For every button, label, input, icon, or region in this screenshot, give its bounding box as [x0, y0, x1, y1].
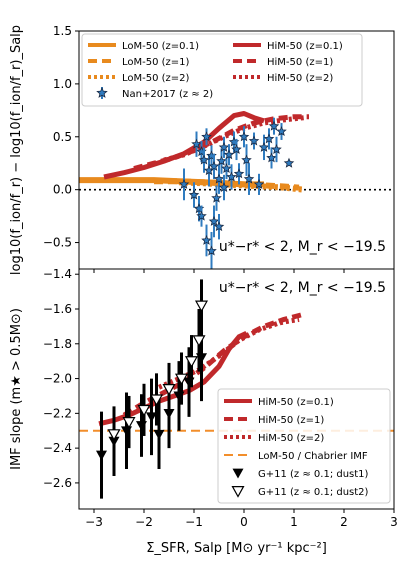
legend-box: [217, 388, 391, 504]
series-line-2: [178, 179, 305, 193]
y-axis-label: log10(f_ion/f_r) − log10(f_ion/f_r)_Salp: [9, 25, 24, 275]
data-point-open-triangle: [137, 404, 151, 417]
x-axis-label: Σ_SFR, Salp [M⊙ yr⁻¹ kpc⁻²]: [146, 541, 327, 556]
data-point-star: [263, 133, 275, 144]
data-point-star: [268, 120, 280, 131]
x-tick-label: 3: [390, 515, 398, 529]
x-tick-label: 1: [290, 515, 298, 529]
data-point-star: [201, 131, 212, 142]
legend-label: HiM-50 (z=0.1): [258, 397, 334, 408]
data-point-star: [253, 178, 265, 189]
data-point-star: [208, 215, 220, 226]
data-point-open-triangle: [122, 417, 136, 429]
legend-label: LoM-50 / Chabrier IMF: [258, 451, 368, 462]
legend-label: Nan+2017 (z ≈ 2): [122, 89, 213, 100]
y-tick-label: −2.4: [43, 441, 72, 455]
data-point-open-triangle: [149, 394, 164, 407]
data-point-star: [221, 162, 232, 173]
data-point-star: [191, 138, 202, 149]
legend-swatch: [232, 468, 244, 479]
series-line-0: [79, 177, 264, 188]
data-point-star: [218, 182, 230, 193]
data-point-star: [196, 210, 207, 221]
data-point-star: [238, 131, 250, 142]
data-point-star: [201, 234, 212, 245]
data-point-star: [216, 155, 227, 166]
y-tick-label: −2.6: [43, 476, 72, 490]
data-point-star: [241, 154, 252, 165]
data-point-star: [231, 143, 242, 154]
data-point-star: [276, 125, 287, 136]
y-tick-label: −1.8: [43, 337, 72, 351]
data-point-triangle: [96, 450, 107, 461]
y-tick-label: 1.0: [53, 77, 72, 91]
x-tick-label: −1: [185, 515, 203, 529]
data-point-star: [226, 171, 237, 182]
y-tick-label: −1.4: [43, 267, 72, 281]
legend-label: LoM-50 (z=1): [122, 57, 190, 68]
legend-label: HiM-50 (z=1): [258, 415, 324, 426]
data-point-star: [218, 141, 230, 152]
legend-label: G+11 (z ≈ 0.1; dust2): [258, 487, 369, 498]
plot-area: [79, 111, 394, 269]
x-tick-label: 2: [340, 515, 348, 529]
data-point-open-triangle: [107, 429, 121, 441]
data-point-triangle: [146, 412, 157, 423]
data-point-star: [211, 192, 222, 203]
legend-label: HiM-50 (z=2): [258, 433, 324, 444]
y-tick-label: 0.5: [53, 130, 72, 144]
legend-label: HiM-50 (z=1): [267, 57, 333, 68]
data-point-star: [283, 157, 295, 168]
y-tick-label: 0.0: [53, 183, 72, 197]
data-point-star: [258, 141, 270, 152]
data-point-triangle: [153, 429, 165, 440]
data-point-star: [266, 152, 277, 163]
bottom-panel: −2.6 −2.4 −2.2 −2.0 −1.8 −1.6 −1.4 −3 −2 −1 0 1 2 3 IM…: [9, 267, 398, 556]
axes-frame: [78, 268, 395, 510]
data-point-open-triangle: [184, 356, 199, 368]
data-point-star: [206, 245, 217, 256]
legend-swatch: [96, 86, 108, 98]
data-point-star: [248, 135, 260, 146]
legend-box: [81, 33, 363, 107]
x-tick-label: −3: [85, 515, 103, 529]
y-tick-label: 1.5: [53, 24, 72, 38]
selection-annotation: u*−r* < 2, M_r < −19.5: [219, 239, 386, 255]
legend-label: G+11 (z ≈ 0.1; dust1): [258, 469, 369, 480]
data-point-star: [243, 173, 255, 184]
data-point-open-triangle: [194, 300, 209, 313]
selection-annotation: u*−r* < 2, M_r < −19.5: [219, 280, 386, 296]
legend-swatch: [231, 486, 245, 498]
data-point-star: [198, 154, 210, 165]
y-tick-label: −0.5: [43, 236, 72, 250]
data-point-star: [188, 189, 200, 200]
y-tick-label: −1.6: [43, 302, 72, 316]
data-point-open-triangle: [174, 373, 189, 386]
y-tick-label: −2.2: [43, 406, 72, 420]
legend-label: HiM-50 (z=2): [267, 73, 333, 84]
data-point-star: [271, 143, 282, 154]
legend-label: LoM-50 (z=0.1): [122, 41, 199, 52]
legend-label: HiM-50 (z=0.1): [267, 41, 343, 52]
data-point-star: [213, 221, 225, 232]
legend: HiM-50 (z=0.1) HiM-50 (z=1) HiM-50 (z=2) Lo…: [217, 388, 391, 504]
data-point-star: [213, 173, 225, 184]
data-point-star: [178, 178, 190, 189]
y-tick-label: −2.0: [43, 372, 72, 386]
data-point-open-triangle: [192, 335, 206, 348]
series-line-5: [163, 115, 305, 163]
x-tick-label: −2: [135, 515, 153, 529]
data-point-star: [233, 168, 245, 179]
data-point-star: [223, 149, 235, 160]
data-point-open-triangle: [162, 384, 176, 396]
top-panel: −0.5 0.0 0.5 1.0 1.5 log10(f_ion/f_r) − log10…: [9, 24, 395, 275]
legend: LoM-50 (z=0.1) LoM-50 (z=1) LoM-50 (z=2) Na…: [81, 33, 363, 107]
y-axis-label: IMF slope (m★ > 0.5M⊙): [9, 308, 24, 470]
legend-label: LoM-50 (z=2): [122, 73, 190, 84]
x-tick-label: 0: [240, 515, 248, 529]
data-point-star: [208, 160, 220, 171]
